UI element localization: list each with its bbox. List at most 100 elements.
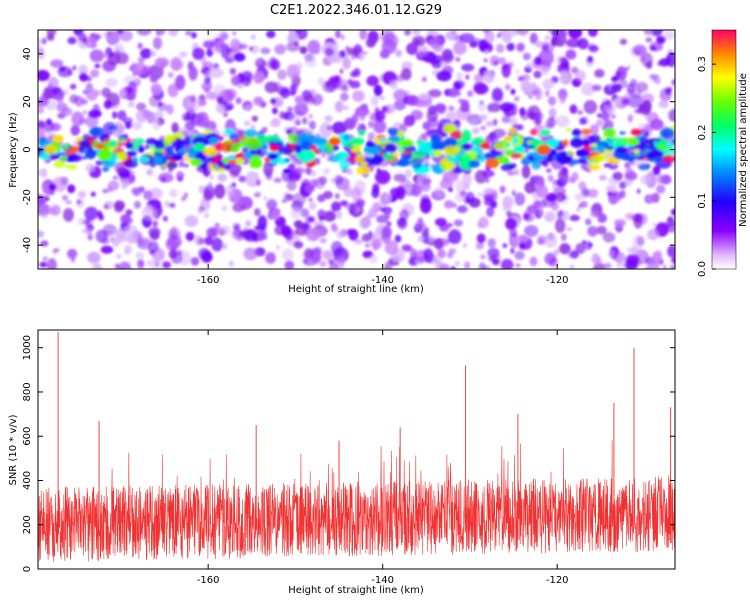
heatmap-noise-blob (353, 68, 361, 77)
heatmap-noise-blob (127, 101, 135, 108)
heatmap-noise-blob (656, 184, 666, 194)
heatmap-noise-blob (523, 148, 529, 154)
heatmap-noise-blob (41, 214, 49, 220)
heatmap-signal-blob (337, 157, 346, 164)
heatmap-noise-blob (448, 87, 459, 98)
heatmap-noise-blob (270, 98, 277, 105)
heatmap-noise-blob (493, 60, 499, 66)
heatmap-noise-blob (123, 224, 138, 235)
heatmap-noise-blob (269, 119, 280, 128)
heatmap-noise-blob (124, 121, 133, 129)
heatmap-signal-blob (242, 146, 249, 153)
heatmap-noise-blob (304, 166, 312, 175)
heatmap-signal-blob (581, 128, 592, 135)
heatmap-signal-blob (302, 152, 312, 162)
heatmap-noise-blob (534, 87, 543, 101)
heatmap-noise-blob (286, 64, 301, 79)
snr-xlabel: Height of straight line (km) (288, 585, 424, 596)
heatmap-noise-blob (417, 93, 430, 101)
heatmap-noise-blob (534, 56, 542, 66)
snr-frame (37, 329, 676, 570)
heatmap-signal-blob (659, 127, 675, 139)
heatmap-signal-blob (531, 138, 542, 147)
heatmap-noise-blob (666, 51, 675, 68)
colorbar-gradient (711, 29, 737, 270)
heatmap-noise-blob (448, 105, 455, 112)
heatmap-noise-blob (42, 256, 48, 262)
heatmap-noise-blob (373, 84, 383, 97)
heatmap-noise-blob (137, 239, 145, 247)
heatmap-noise-blob (167, 83, 179, 98)
heatmap-noise-blob (576, 206, 581, 212)
heatmap-noise-blob (373, 119, 387, 134)
heatmap-signal-blob (65, 149, 73, 155)
heatmap-noise-blob (137, 42, 143, 50)
heatmap-noise-blob (185, 231, 195, 242)
heatmap-noise-blob (166, 104, 174, 115)
heatmap-noise-blob (244, 105, 253, 112)
heatmap-blobs (38, 30, 675, 269)
spectrogram-axes: -160 -140 -120 -40 -20 0 20 40 (22, 30, 675, 286)
heatmap-noise-blob (149, 95, 161, 107)
heatmap-noise-blob (81, 227, 87, 234)
heatmap-signal-blob (587, 164, 601, 171)
heatmap-noise-blob (198, 237, 206, 245)
heatmap-noise-blob (85, 163, 95, 172)
heatmap-noise-blob (499, 185, 506, 194)
heatmap-noise-blob (211, 237, 223, 252)
heatmap-noise-blob (190, 94, 197, 103)
heatmap-noise-blob (520, 80, 532, 93)
heatmap-noise-blob (499, 102, 515, 112)
heatmap-noise-blob (271, 208, 280, 219)
heatmap-noise-blob (158, 101, 163, 107)
heatmap-noise-blob (160, 176, 167, 183)
heatmap-noise-blob (468, 117, 478, 125)
heatmap-noise-blob (386, 221, 392, 227)
heatmap-noise-blob (374, 170, 391, 185)
heatmap-signal-blob (246, 138, 263, 150)
heatmap-noise-blob (287, 106, 294, 112)
heatmap-noise-blob (509, 30, 519, 36)
heatmap-noise-blob (335, 30, 341, 39)
heatmap-signal-blob (360, 161, 368, 166)
heatmap-noise-blob (266, 199, 278, 211)
heatmap-noise-blob (473, 83, 489, 95)
heatmap-noise-blob (217, 173, 228, 182)
heatmap-noise-blob (615, 263, 626, 269)
heatmap-noise-blob (113, 121, 124, 138)
heatmap-noise-blob (433, 238, 444, 250)
heatmap-noise-blob (181, 196, 186, 202)
heatmap-noise-blob (442, 170, 459, 182)
heatmap-noise-blob (318, 215, 325, 222)
heatmap-noise-blob (250, 124, 256, 130)
heatmap-signal-blob (526, 139, 533, 145)
heatmap-signal-blob (332, 145, 340, 151)
heatmap-noise-blob (216, 104, 226, 113)
heatmap-signal-blob (327, 145, 334, 151)
heatmap-noise-blob (183, 163, 189, 168)
heatmap-noise-blob (559, 243, 571, 255)
heatmap-noise-blob (566, 227, 572, 232)
heatmap-noise-blob (533, 112, 544, 121)
heatmap-noise-blob (645, 37, 653, 43)
heatmap-noise-blob (188, 66, 198, 81)
heatmap-noise-blob (170, 247, 178, 258)
heatmap-noise-blob (410, 109, 423, 121)
heatmap-noise-blob (614, 97, 621, 105)
heatmap-noise-blob (152, 220, 158, 227)
heatmap-signal-blob (568, 159, 580, 165)
heatmap-signal-blob (287, 132, 299, 144)
heatmap-noise-blob (191, 130, 198, 136)
heatmap-noise-blob (42, 120, 55, 133)
heatmap-signal-blob (107, 125, 118, 131)
heatmap-signal-blob (424, 163, 430, 167)
heatmap-noise-blob (524, 181, 536, 194)
spectrogram-panel: -160 -140 -120 -40 -20 0 20 40 Height of straig… (8, 29, 676, 295)
spectrogram-xlabel: Height of straight line (km) (288, 284, 424, 295)
heatmap-signal-blob (240, 139, 246, 143)
heatmap-signal-blob (510, 152, 522, 159)
heatmap-noise-blob (328, 262, 339, 269)
heatmap-noise-blob (123, 245, 133, 254)
heatmap-signal-blob (79, 139, 91, 147)
heatmap-noise-blob (77, 217, 86, 226)
